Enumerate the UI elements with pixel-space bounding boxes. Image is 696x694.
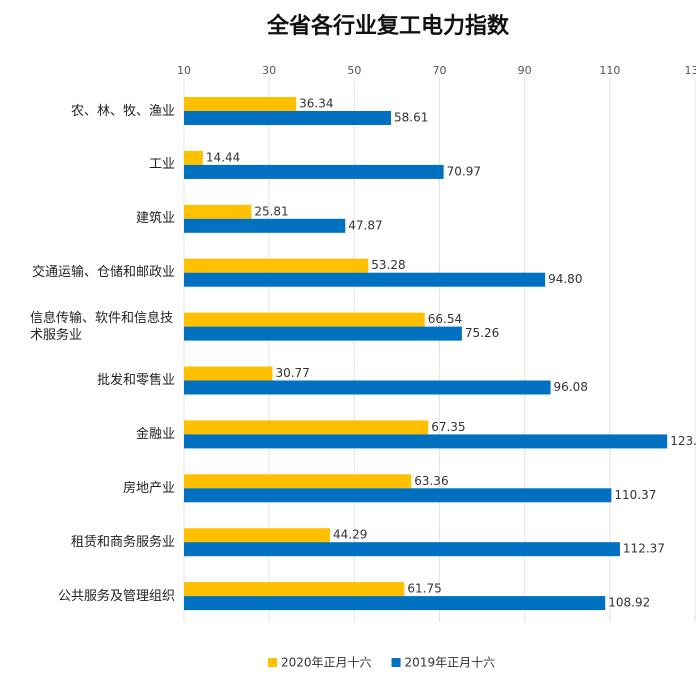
- x-tick-label: 90: [518, 64, 532, 77]
- category-label-box: 农、林、牧、渔业: [30, 91, 175, 131]
- y-tick-label: 信息传输、软件和信息技术服务业: [30, 310, 174, 343]
- category-label-box: 信息传输、软件和信息技术服务业: [30, 307, 175, 347]
- x-tick-label: 110: [599, 64, 620, 77]
- data-label: 47.87: [348, 218, 382, 232]
- y-tick-label: 房地产业: [122, 480, 175, 496]
- data-label: 44.29: [333, 528, 367, 542]
- bar: [184, 596, 606, 611]
- data-label: 75.26: [465, 326, 499, 340]
- legend-label: 2020年正月十六: [281, 656, 372, 670]
- bar: [184, 111, 391, 125]
- data-label: 58.61: [394, 111, 428, 125]
- bar: [184, 258, 369, 273]
- data-label: 94.80: [548, 272, 582, 286]
- bar: [184, 218, 346, 233]
- data-label: 25.81: [254, 204, 288, 218]
- bar: [184, 97, 297, 111]
- y-tick-label: 金融业: [135, 426, 175, 442]
- category-label-box: 工业: [30, 145, 175, 185]
- bar: [184, 582, 405, 597]
- x-tick-label: 130: [685, 64, 696, 77]
- bar: [184, 164, 444, 179]
- y-tick-label: 建筑业: [135, 211, 175, 227]
- category-label-box: 交通运输、仓储和邮政业: [30, 253, 175, 293]
- y-tick-label: 批发和零售业: [96, 373, 175, 388]
- data-label: 108.92: [608, 596, 650, 610]
- bar: [184, 366, 273, 381]
- y-tick-label: 工业: [148, 157, 175, 173]
- data-label: 66.54: [428, 312, 462, 326]
- data-label: 110.37: [614, 488, 656, 502]
- bar: [184, 272, 546, 287]
- data-label: 63.36: [414, 474, 448, 488]
- x-tick-label: 70: [433, 64, 447, 77]
- category-label-box: 房地产业: [30, 468, 175, 508]
- data-label: 61.75: [407, 582, 441, 596]
- chart-title: 全省各行业复工电力指数: [266, 13, 510, 39]
- bar: [184, 150, 203, 165]
- category-label-box: 建筑业: [30, 199, 175, 239]
- category-label-box: 公共服务及管理组织: [30, 576, 175, 616]
- data-label: 112.37: [623, 542, 665, 556]
- bar: [184, 380, 551, 395]
- legend-label: 2019年正月十六: [405, 656, 496, 670]
- y-tick-label: 公共服务及管理组织: [57, 588, 175, 604]
- data-label: 70.97: [447, 164, 481, 178]
- legend-swatch: [268, 658, 277, 667]
- legend-swatch: [391, 658, 401, 667]
- bar: [184, 312, 425, 327]
- x-tick-label: 50: [347, 64, 361, 77]
- bar: [184, 542, 620, 557]
- y-tick-label: 租赁和商务服务业: [70, 534, 175, 550]
- data-label: 30.77: [275, 366, 309, 380]
- bar: [184, 488, 612, 503]
- x-tick-label: 10: [177, 64, 191, 77]
- y-tick-label: 农、林、牧、渔业: [70, 103, 175, 119]
- y-tick-label: 交通运输、仓储和邮政业: [31, 265, 175, 281]
- bar: [184, 420, 429, 435]
- category-label-box: 金融业: [30, 414, 175, 454]
- bar: [184, 434, 668, 449]
- data-label: 53.28: [371, 258, 405, 272]
- bar: [184, 326, 462, 341]
- data-label: 14.44: [206, 150, 240, 164]
- data-label: 96.08: [554, 380, 588, 394]
- bar: [184, 528, 331, 543]
- data-label: 36.34: [299, 97, 333, 111]
- data-label: 123.47: [670, 434, 696, 448]
- bar: [184, 474, 412, 489]
- category-label-box: 租赁和商务服务业: [30, 522, 175, 562]
- bar: [184, 204, 252, 219]
- data-label: 67.35: [431, 420, 465, 434]
- x-tick-label: 30: [262, 64, 276, 77]
- category-label-box: 批发和零售业: [30, 361, 175, 401]
